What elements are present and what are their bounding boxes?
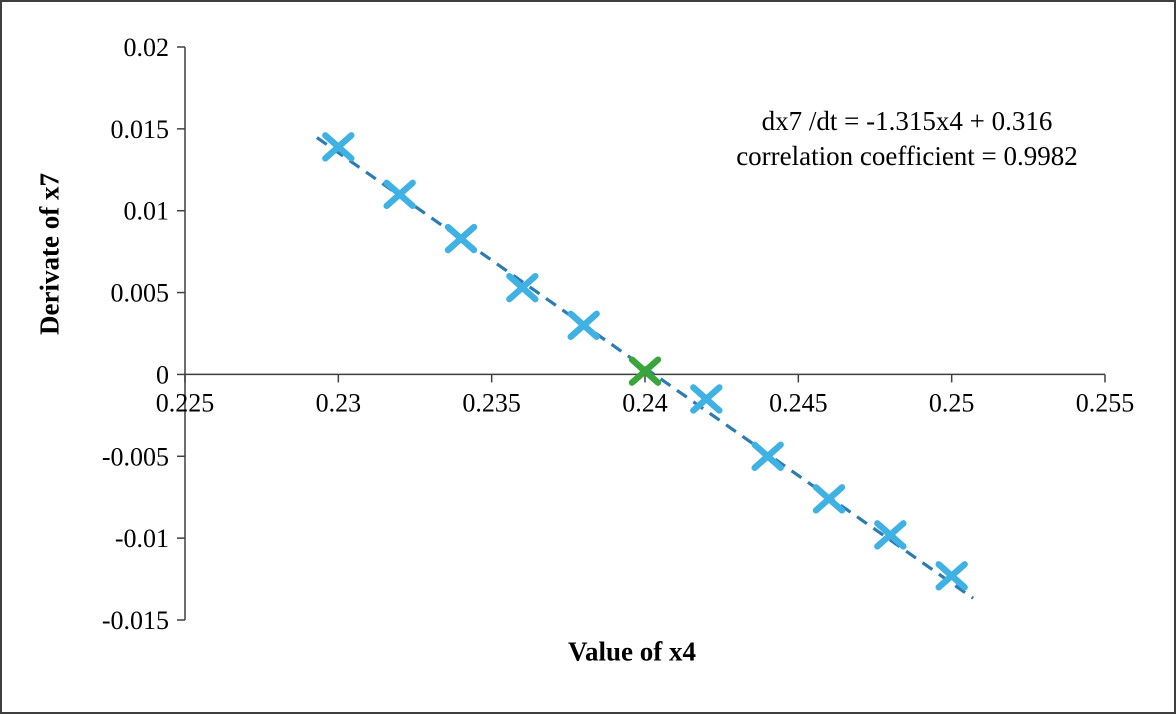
y-axis-title: Derivate of x7 (34, 173, 65, 335)
trendline-equation-text: dx7 /dt = -1.315x4 + 0.316 (761, 106, 1053, 136)
data-point-marker (444, 223, 478, 254)
x-axis-title: Value of x4 (567, 636, 697, 667)
y-tick-label: 0 (156, 360, 169, 389)
data-point-marker (383, 179, 416, 210)
data-point-marker (812, 484, 846, 514)
y-tick-label: -0.015 (102, 606, 169, 635)
data-point-marker (567, 310, 600, 341)
equilibrium-point-marker (628, 356, 662, 386)
data-point-marker (506, 272, 539, 303)
y-tick-label: -0.005 (102, 442, 169, 471)
correlation-coefficient-text: correlation coefficient = 0.9982 (736, 141, 1078, 171)
x-tick-label: 0.235 (462, 388, 521, 417)
y-tick-label: 0.015 (111, 115, 170, 144)
x-tick-label: 0.23 (316, 388, 362, 417)
x-tick-label: 0.25 (929, 388, 975, 417)
trendline-annotation: dx7 /dt = -1.315x4 + 0.316 correlation c… (687, 104, 1127, 174)
x-tick-label: 0.225 (156, 388, 215, 417)
y-tick-label: 0.005 (111, 279, 170, 308)
y-tick-label: -0.01 (115, 524, 169, 553)
y-tick-label: 0.01 (124, 197, 170, 226)
data-point-marker (874, 520, 907, 550)
x-tick-label: 0.255 (1076, 388, 1135, 417)
data-point-marker (751, 441, 784, 471)
data-point-marker (690, 384, 723, 414)
x-tick-label: 0.24 (622, 388, 668, 417)
data-point-marker (322, 132, 355, 162)
x-tick-label: 0.245 (769, 388, 828, 417)
data-point-marker (935, 561, 968, 591)
y-tick-label: 0.02 (124, 33, 170, 62)
